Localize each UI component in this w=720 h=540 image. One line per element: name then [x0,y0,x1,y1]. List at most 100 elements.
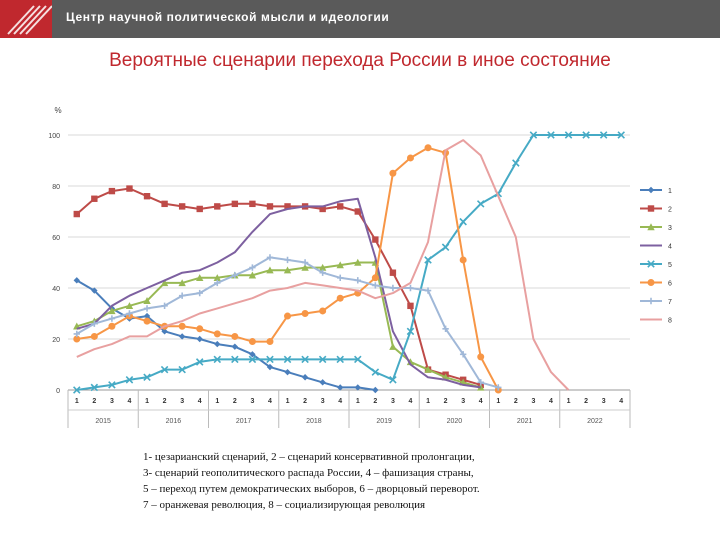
series-5 [73,131,625,394]
legend-label: 2 [668,207,672,214]
x-tick-label: 1 [145,398,149,405]
series-line [76,187,481,386]
series-point [231,332,239,340]
series-point [196,289,203,297]
series-4 [76,197,481,389]
series-point [266,338,274,346]
series-point [178,365,186,374]
x-group-label: 2022 [587,418,603,425]
series-point [284,312,292,320]
series-point [213,330,221,338]
series-point [372,236,379,243]
series-point [196,274,204,281]
series-point [354,258,362,266]
caption-line: 7 – оранжевая революция, 8 – социализиру… [143,499,426,511]
series-point [266,254,274,261]
series-point [354,355,362,364]
series-point [284,203,291,210]
x-tick-label: 3 [110,398,114,405]
series-point [337,203,344,210]
x-tick-label: 4 [268,398,272,405]
series-point [406,154,414,162]
series-point [442,325,449,332]
series-point [301,355,309,364]
series-point [108,381,116,389]
legend-label: 4 [668,244,672,251]
legend-item: 7 [640,297,672,306]
series-point [248,355,257,364]
series-point [424,365,432,373]
x-tick-label: 4 [338,398,342,405]
series-point [143,297,151,304]
series-point [647,223,655,231]
caption-line: 5 – переход путем демократических выборо… [143,483,480,495]
x-tick-label: 3 [602,398,606,405]
legend-label: 1 [668,188,672,195]
series-point [160,365,169,374]
series-point [301,310,309,317]
legend-label: 8 [668,318,672,325]
y-tick-label: 60 [52,235,60,242]
legend-item: 8 [640,318,672,325]
y-axis-label: % [54,106,61,115]
series-point [477,353,485,361]
series-point [231,355,239,364]
legend-item: 5 [640,260,672,269]
series-point [284,256,291,264]
series-point [336,355,344,364]
series-point [90,332,98,340]
legend-item: 2 [640,205,672,214]
series-point [91,195,98,202]
x-tick-label: 3 [531,398,535,405]
legend-item: 4 [640,244,672,251]
series-line [76,134,622,391]
series-point [459,351,467,358]
series-point [319,205,326,213]
series-point [283,266,292,274]
series-point [647,297,655,305]
series-point [125,302,134,310]
series-point [319,269,326,276]
x-tick-label: 3 [321,398,325,405]
series-point [214,340,221,348]
legend-label: 5 [668,262,672,269]
series-point [407,284,414,292]
x-tick-label: 2 [163,398,167,405]
series-point [647,186,655,194]
series-line [76,261,481,389]
caption-line: 1- цезарианский сценарий, 2 – сценарий к… [143,451,475,463]
series-point [301,263,309,271]
slide-title: Вероятные сценарии перехода России в ино… [109,50,611,71]
x-tick-label: 3 [180,398,184,405]
series-point [249,351,256,358]
series-point [126,310,133,317]
x-tick-label: 2 [584,398,588,405]
x-tick-label: 4 [409,398,413,405]
series-point [459,256,467,264]
series-point [477,379,484,386]
series-point [319,379,326,386]
series-point [108,307,116,315]
x-tick-label: 4 [619,398,623,405]
series-point [389,169,397,177]
series-point [249,200,256,208]
series-point [126,185,133,192]
series-point [389,376,397,384]
x-group-label: 2016 [166,418,182,425]
x-group-label: 2017 [236,418,252,425]
legend-item: 6 [640,279,672,288]
series-point [214,203,221,210]
series-point [231,343,239,350]
y-tick-label: 80 [52,184,60,191]
series-point [143,312,151,320]
series-point [284,368,291,376]
y-tick-label: 20 [52,337,60,344]
series-point [371,274,379,282]
series-point [248,271,257,279]
x-group-label: 2015 [95,418,111,425]
series-line [76,197,481,389]
series-point [372,386,379,394]
header-bar: Центр научной политической мысли и идеол… [0,0,720,38]
x-tick-label: 4 [549,398,553,405]
x-group-label: 2018 [306,418,322,425]
